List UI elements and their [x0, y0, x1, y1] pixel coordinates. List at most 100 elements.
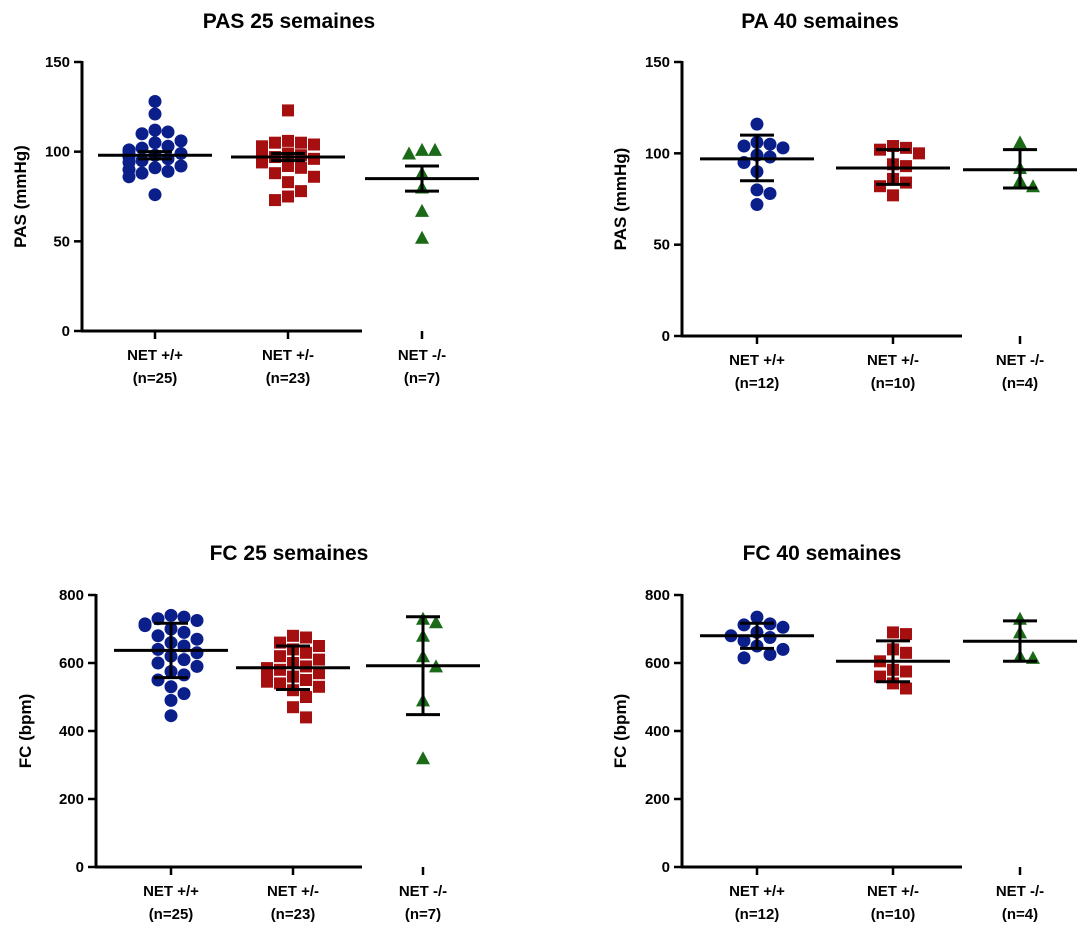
data-point [261, 675, 273, 688]
y-tick-label: 200 [645, 791, 670, 808]
data-point [750, 183, 764, 197]
chart-title: PAS 25 semaines [203, 10, 375, 33]
x-category-count: (n=10) [871, 375, 916, 392]
data-point [415, 230, 429, 244]
x-category-count: (n=7) [404, 370, 440, 387]
data-point [190, 659, 204, 673]
data-point [415, 203, 429, 217]
data-point [900, 682, 912, 695]
data-point [300, 691, 312, 703]
data-point [161, 164, 175, 178]
data-point [122, 170, 136, 184]
data-point [148, 123, 162, 137]
data-point [256, 156, 268, 169]
x-category-count: (n=23) [266, 370, 311, 387]
y-tick-label: 800 [59, 587, 84, 604]
data-point [148, 94, 162, 108]
data-point [308, 152, 320, 165]
data-point [269, 167, 281, 180]
y-tick-label: 0 [662, 328, 670, 345]
x-category-label: NET +/+ [127, 347, 183, 364]
data-point [177, 610, 191, 624]
data-point [164, 693, 178, 707]
y-tick-label: 50 [53, 233, 70, 250]
y-tick-label: 150 [645, 54, 670, 71]
data-point [763, 631, 777, 644]
data-point [429, 615, 443, 629]
y-tick-label: 100 [645, 145, 670, 162]
chart-title: FC 25 semaines [210, 542, 369, 565]
data-point [887, 189, 899, 202]
data-point [900, 176, 912, 189]
y-tick-label: 50 [653, 237, 670, 254]
x-category-label: NET -/- [399, 883, 447, 900]
chart-title: PA 40 semaines [741, 10, 899, 33]
data-point [135, 127, 149, 141]
chart-panel-2: PA 40 semaines PAS (mmHg) 0 50 100 150 NET +/+… [611, 10, 1077, 392]
data-point [300, 711, 312, 724]
data-point [138, 619, 152, 633]
data-point [763, 137, 777, 151]
data-point [295, 161, 307, 174]
y-tick-label: 100 [45, 144, 70, 161]
data-point [161, 139, 175, 153]
data-point [274, 663, 286, 676]
data-point [164, 680, 178, 694]
data-point [313, 680, 325, 693]
y-tick-label: 800 [645, 587, 670, 604]
data-point [174, 134, 188, 148]
data-point [177, 668, 191, 682]
x-category-count: (n=23) [271, 906, 316, 923]
data-point [164, 709, 178, 723]
data-point [1026, 179, 1040, 193]
data-point [763, 150, 777, 164]
data-point [874, 670, 886, 683]
x-category-label: NET +/+ [729, 883, 785, 900]
chart-panel-3: FC 25 semaines FC (bpm) 0 200 400 600 800 NET +… [16, 542, 480, 923]
data-point [308, 170, 320, 183]
chart-panel-1: PAS 25 semaines PAS (mmHg) 0 50 100 150 NET +/… [11, 10, 479, 387]
y-axis-label: PAS (mmHg) [11, 145, 30, 248]
x-category-label: NET +/- [867, 883, 919, 900]
data-point [737, 618, 751, 632]
data-point [274, 650, 286, 663]
x-category-label: NET +/- [867, 352, 919, 369]
data-point [313, 640, 325, 652]
data-point [174, 146, 188, 160]
data-point [415, 142, 429, 156]
data-point [300, 631, 312, 644]
data-point [750, 610, 764, 624]
y-tick-label: 150 [45, 54, 70, 71]
data-point [887, 626, 899, 639]
data-point [151, 629, 165, 643]
data-point [148, 136, 162, 150]
data-point [402, 146, 416, 160]
x-category-label: NET -/- [996, 352, 1044, 369]
data-point [148, 161, 162, 175]
y-tick-label: 0 [76, 859, 84, 876]
x-category-count: (n=25) [149, 906, 194, 923]
data-point [308, 138, 320, 151]
x-category-count: (n=12) [735, 906, 780, 923]
data-point [737, 634, 751, 648]
x-category-label: NET +/+ [143, 883, 199, 900]
data-point [737, 651, 751, 665]
data-point [269, 194, 281, 207]
chart-panel-4: FC 40 semaines FC (bpm) 0 200 400 600 800 NET +… [611, 542, 1077, 923]
data-point [313, 667, 325, 680]
data-point [177, 653, 191, 667]
y-tick-label: 200 [59, 791, 84, 808]
data-point [1013, 135, 1027, 149]
data-point [274, 677, 286, 690]
data-point [313, 653, 325, 666]
x-category-label: NET +/+ [729, 352, 785, 369]
chart-title: FC 40 semaines [743, 542, 902, 565]
data-point [282, 176, 294, 189]
data-point [177, 687, 191, 701]
y-tick-label: 0 [62, 323, 70, 340]
y-tick-label: 400 [645, 723, 670, 740]
data-point [300, 646, 312, 659]
x-category-count: (n=25) [133, 370, 178, 387]
